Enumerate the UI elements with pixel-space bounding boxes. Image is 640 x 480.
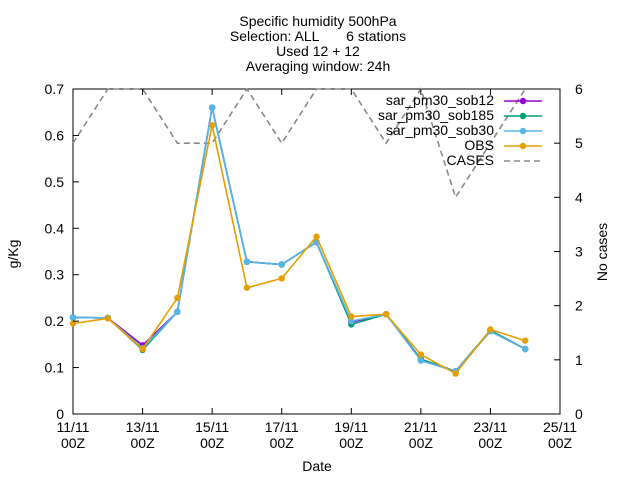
y2-tick-label: 5 <box>575 135 583 151</box>
x-tick-label: 15/11 <box>195 419 229 435</box>
data-point <box>348 313 355 320</box>
data-point <box>139 345 146 353</box>
x-tick-label: 00Z <box>200 435 225 451</box>
title-line: Selection: ALL 6 stations <box>230 28 406 44</box>
data-point <box>487 326 494 333</box>
x-tick-label: 00Z <box>131 435 156 451</box>
y2-tick-label: 4 <box>575 189 583 205</box>
data-point <box>313 233 320 240</box>
legend: sar_pm30_sob12sar_pm30_sob185sar_pm30_so… <box>378 92 542 168</box>
y-tick-label: 0.2 <box>45 313 65 329</box>
x-tick-label: 00Z <box>270 435 295 451</box>
x-tick-label: 00Z <box>478 435 503 451</box>
series-line-obs <box>72 125 526 375</box>
title-line: Used 12 + 12 <box>276 43 360 59</box>
data-point <box>417 357 425 364</box>
data-point <box>382 310 390 318</box>
y-tick-label: 0.3 <box>45 267 65 283</box>
x-axis-label: Date <box>302 458 332 474</box>
legend-marker <box>519 127 527 135</box>
x-tick-label: 21/11 <box>404 419 438 435</box>
data-point <box>417 351 425 358</box>
y2-tick-label: 6 <box>575 81 583 97</box>
data-point <box>174 294 181 302</box>
legend-label: sar_pm30_sob30 <box>386 122 494 138</box>
y2-axis-label: No cases <box>594 223 610 281</box>
legend-marker <box>519 97 527 105</box>
legend-label: OBS <box>464 137 494 153</box>
y-tick-label: 0.1 <box>45 360 65 376</box>
x-tick-label: 13/11 <box>126 419 160 435</box>
x-tick-label: 17/11 <box>265 419 299 435</box>
data-point <box>243 284 251 291</box>
series-line-sar-pm30-sob30 <box>72 107 526 373</box>
data-point <box>208 122 216 129</box>
data-point <box>452 370 459 377</box>
y-tick-label: 0.5 <box>45 174 65 190</box>
data-point <box>522 337 529 344</box>
data-point <box>174 308 181 316</box>
y2-tick-label: 1 <box>575 352 583 368</box>
series-layer <box>69 87 529 377</box>
x-tick-label: 25/11 <box>543 419 577 435</box>
y-tick-label: 0.7 <box>45 81 65 97</box>
x-tick-label: 00Z <box>548 435 573 451</box>
series-line-sar-pm30-sob12 <box>72 107 526 373</box>
legend-label: CASES <box>447 152 494 168</box>
legend-label: sar_pm30_sob185 <box>378 107 494 123</box>
y-tick-label: 0 <box>56 406 64 422</box>
y2-tick-label: 3 <box>575 244 583 260</box>
x-tick-label: 11/11 <box>57 419 90 435</box>
legend-marker <box>519 112 527 120</box>
data-point <box>104 315 111 322</box>
y-axis-label: g/Kg <box>5 240 21 269</box>
data-point <box>69 320 77 327</box>
y-tick-label: 0.4 <box>45 220 65 236</box>
title-line: Averaging window: 24h <box>246 58 391 74</box>
data-point <box>278 261 285 268</box>
y2-tick-label: 0 <box>575 406 583 422</box>
y-tick-label: 0.6 <box>45 127 65 143</box>
legend-marker <box>519 142 527 150</box>
title-line: Specific humidity 500hPa <box>239 13 396 29</box>
axes: 00.10.20.30.40.50.60.7012345611/1100Z13/… <box>45 81 583 451</box>
data-point <box>208 104 216 111</box>
x-tick-label: 19/11 <box>334 419 368 435</box>
data-point <box>69 314 77 321</box>
data-point <box>243 258 251 265</box>
series-line-sar-pm30-sob185 <box>72 107 526 373</box>
data-point <box>278 275 285 282</box>
x-tick-label: 00Z <box>339 435 364 451</box>
data-point <box>522 345 529 353</box>
x-tick-label: 00Z <box>61 435 86 451</box>
x-tick-label: 00Z <box>409 435 434 451</box>
data-point <box>348 317 355 325</box>
legend-label: sar_pm30_sob12 <box>386 92 494 108</box>
x-tick-label: 23/11 <box>473 419 507 435</box>
y2-tick-label: 2 <box>575 298 583 314</box>
